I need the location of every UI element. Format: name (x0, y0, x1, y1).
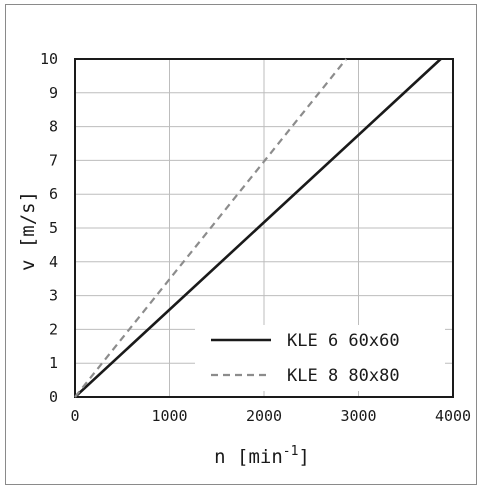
y-tick-label-0: 0 (49, 388, 58, 406)
y-tick-label-10: 10 (40, 50, 58, 68)
y-tick-label-5: 5 (49, 219, 58, 237)
x-tick-label-2000: 2000 (246, 407, 282, 425)
series-layer (74, 58, 442, 398)
x-tick-label-1000: 1000 (151, 407, 187, 425)
y-tick-label-3: 3 (49, 287, 58, 305)
y-axis-label: v [m/s] (17, 191, 39, 271)
x-axis-label: n [min-1] (214, 444, 310, 468)
series-line-2 (74, 58, 348, 398)
x-tick-label-0: 0 (70, 407, 79, 425)
y-tick-label-1: 1 (49, 354, 58, 372)
legend: KLE 6 60x60 KLE 8 80x80 (195, 325, 445, 391)
y-tick-label-8: 8 (49, 118, 58, 136)
y-tick-label-4: 4 (49, 253, 58, 271)
x-axis-label-end: ] (298, 446, 309, 468)
series-line-1 (74, 58, 442, 398)
y-tick-label-2: 2 (49, 320, 58, 338)
tick-labels: 0 1000 2000 3000 4000 0 1 2 3 4 5 6 7 8 9 10 (40, 50, 471, 425)
plot-border (74, 58, 454, 398)
y-tick-label-6: 6 (49, 185, 58, 203)
legend-box (195, 325, 445, 391)
plot-area (74, 58, 454, 398)
y-tick-label-7: 7 (49, 151, 58, 169)
legend-label-1: KLE 6 60x60 (287, 331, 400, 351)
y-tick-label-9: 9 (49, 84, 58, 102)
x-tick-label-4000: 4000 (435, 407, 471, 425)
x-tick-label-3000: 3000 (340, 407, 376, 425)
x-axis-label-superscript: -1 (283, 444, 299, 459)
legend-label-2: KLE 8 80x80 (287, 366, 400, 386)
x-axis-label-main: n [min (214, 446, 283, 468)
